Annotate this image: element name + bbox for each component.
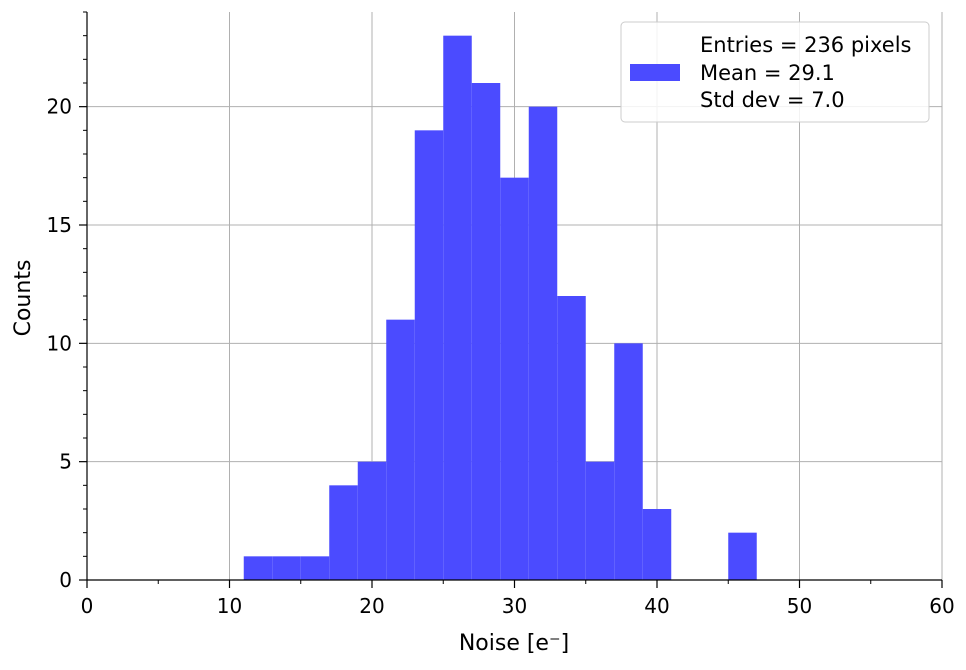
histogram-bar — [300, 556, 330, 580]
x-tick-label: 60 — [929, 594, 954, 618]
y-tick-label: 0 — [59, 568, 72, 592]
legend-swatch — [630, 64, 680, 81]
x-tick-label: 10 — [217, 594, 242, 618]
histogram-bar — [272, 556, 301, 580]
histogram-bar — [500, 177, 529, 580]
histogram-bar — [585, 461, 615, 580]
histogram-bar — [471, 83, 501, 580]
histogram-bar — [557, 296, 586, 580]
histogram-bar — [357, 461, 387, 580]
x-tick-label: 0 — [81, 594, 94, 618]
histogram-bar — [386, 319, 415, 580]
legend-box — [620, 21, 930, 123]
histogram-bar — [728, 532, 757, 580]
legend-std-dev: Std dev = 7.0 — [700, 88, 845, 112]
histogram-bar — [528, 106, 558, 581]
ticks-layer: 0 10 20 30 40 50 60 0 5 10 15 20 — [47, 11, 955, 618]
x-axis-label: Noise [e⁻] — [459, 631, 569, 656]
legend-entries: Entries = 236 pixels — [700, 33, 912, 57]
histogram-bar — [614, 343, 643, 580]
y-axis-label: Counts — [11, 260, 36, 337]
x-tick-label: 50 — [787, 594, 812, 618]
histogram-bar — [243, 556, 273, 580]
y-tick-label: 5 — [59, 450, 72, 474]
x-tick-label: 30 — [502, 594, 527, 618]
legend: Entries = 236 pixels Mean = 29.1 Std dev… — [620, 21, 930, 123]
y-tick-label: 10 — [47, 331, 72, 355]
histogram-bar — [329, 485, 358, 580]
legend-mean: Mean = 29.1 — [700, 61, 835, 85]
x-tick-label: 20 — [359, 594, 384, 618]
y-tick-label: 15 — [47, 213, 72, 237]
y-tick-label: 20 — [47, 95, 72, 119]
x-tick-label: 40 — [644, 594, 669, 618]
bars-layer — [243, 35, 757, 581]
histogram-bar — [414, 130, 444, 581]
histogram-bar — [443, 35, 472, 580]
histogram-bar — [642, 509, 672, 580]
